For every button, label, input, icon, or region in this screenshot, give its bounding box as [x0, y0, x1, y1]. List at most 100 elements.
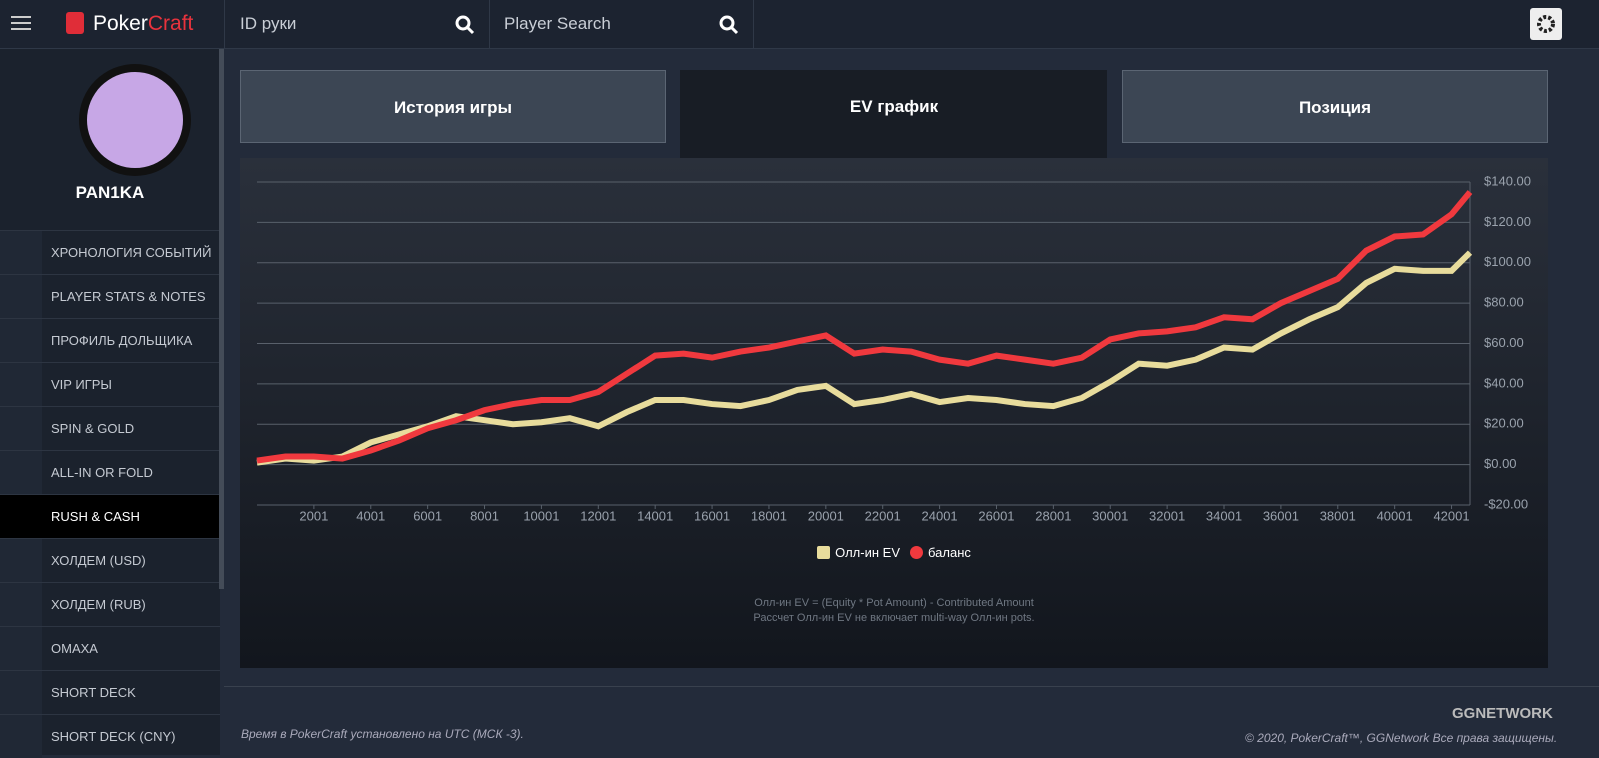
menu-icon: [0, 539, 42, 582]
tab[interactable]: EV график: [849, 97, 939, 116]
menu-label: RUSH & CASH: [51, 509, 140, 524]
chart: -$20.00 $0.00 $20.00 $40.00 $60.00 $80.00 $100…: [256, 173, 1531, 523]
divider: [224, 686, 1599, 687]
menu-item[interactable]: ALL-IN OR FOLD: [0, 450, 220, 494]
menu-item[interactable]: ХОЛДЕМ (USD): [0, 538, 220, 582]
menu-item[interactable]: SPIN & GOLD: [0, 406, 220, 450]
active-tab-bg: [680, 70, 1107, 158]
player-search[interactable]: Player Search: [489, 0, 754, 48]
chart-panel: -$20.00 $0.00 $20.00 $40.00 $60.00 $80.00 $100…: [240, 158, 1548, 668]
legend-swatch: [910, 546, 923, 559]
x-tick-label: 28001: [1035, 508, 1071, 523]
menu-label: ХРОНОЛОГИЯ СОБЫТИЙ: [51, 245, 212, 260]
menu-icon: [0, 671, 42, 714]
top-bar: PokerCraft ID руки Player Search: [0, 0, 1599, 49]
menu-label: SHORT DECK: [51, 685, 136, 700]
logo-text: Poker: [93, 12, 148, 35]
scrollbar: [219, 49, 224, 589]
x-tick-label: 4001: [356, 508, 385, 523]
x-tick-label: 24001: [922, 508, 958, 523]
legend-label[interactable]: баланс: [928, 545, 971, 560]
menu-icon: [0, 451, 42, 494]
tab[interactable]: Позиция: [1122, 70, 1548, 143]
x-tick-label: 18001: [751, 508, 787, 523]
y-tick-label: $100.00: [1484, 254, 1531, 269]
menu-label: ПРОФИЛЬ ДОЛЬЩИКА: [51, 333, 193, 348]
menu-label: VIP ИГРЫ: [51, 377, 112, 392]
menu-button[interactable]: [11, 16, 31, 30]
tab[interactable]: История игры: [240, 70, 666, 143]
menu-icon: [0, 319, 42, 362]
menu-item[interactable]: SHORT DECK (CNY): [0, 714, 220, 758]
x-tick-label: 40001: [1377, 508, 1413, 523]
note: Рассчет Олл-ин EV не включает multi-way …: [753, 612, 1035, 624]
hand-search[interactable]: ID руки: [224, 0, 490, 48]
placeholder: ID руки: [240, 14, 297, 33]
menu-item[interactable]: SHORT DECK: [0, 670, 220, 714]
y-tick-label: $80.00: [1484, 295, 1524, 310]
x-tick-label: 14001: [637, 508, 673, 523]
legend-swatch: [817, 546, 831, 559]
series-line: [256, 250, 1473, 466]
menu-icon: [0, 627, 42, 670]
menu-icon: [0, 583, 42, 626]
notes: Олл-ин EV = (Equity * Pot Amount) - Cont…: [240, 596, 1548, 626]
x-tick-label: 12001: [580, 508, 616, 523]
legend: Олл-ин EV баланс: [240, 545, 1548, 560]
menu-item[interactable]: ХОЛДЕМ (RUB): [0, 582, 220, 626]
username: PAN1KA: [75, 183, 145, 202]
x-tick-label: 2001: [299, 508, 328, 523]
sidebar: PAN1KA ХРОНОЛОГИЯ СОБЫТИЙ PLAYER STATS & …: [0, 49, 224, 758]
x-tick-label: 42001: [1433, 508, 1469, 523]
y-tick-label: $0.00: [1484, 456, 1517, 471]
menu-label: ХОЛДЕМ (USD): [51, 553, 146, 568]
x-tick-label: 10001: [523, 508, 559, 523]
menu-icon: [0, 231, 42, 274]
logo-icon: [66, 12, 84, 34]
menu-item[interactable]: VIP ИГРЫ: [0, 362, 220, 406]
logo: PokerCraft: [93, 12, 193, 36]
settings-button[interactable]: [1530, 8, 1562, 40]
menu-item[interactable]: PLAYER STATS & NOTES: [0, 274, 220, 318]
y-tick-label: $140.00: [1484, 173, 1531, 188]
menu-item[interactable]: OMAXA: [0, 626, 220, 670]
note: Олл-ин EV = (Equity * Pot Amount) - Cont…: [754, 597, 1034, 609]
y-tick-label: -$20.00: [1484, 496, 1528, 511]
x-tick-label: 36001: [1263, 508, 1299, 523]
x-tick-label: 30001: [1092, 508, 1128, 523]
search-icon[interactable]: [719, 15, 739, 35]
menu-label: ХОЛДЕМ (RUB): [51, 597, 146, 612]
y-tick-label: $20.00: [1484, 416, 1524, 431]
x-tick-label: 38001: [1320, 508, 1356, 523]
menu-item[interactable]: ХРОНОЛОГИЯ СОБЫТИЙ: [0, 230, 220, 274]
brand: GGNETWORK: [1452, 705, 1553, 722]
series-line: [256, 190, 1473, 464]
menu-icon: [0, 363, 42, 406]
footer-text: © 2020, PokerCraft™, GGNetwork Все права…: [1245, 731, 1558, 745]
placeholder: Player Search: [504, 14, 611, 33]
menu-icon: [0, 495, 42, 538]
legend-label[interactable]: Олл-ин EV: [835, 545, 900, 560]
y-tick-label: $40.00: [1484, 375, 1524, 390]
search-icon[interactable]: [455, 15, 475, 35]
y-tick-label: $60.00: [1484, 335, 1524, 350]
x-tick-label: 22001: [865, 508, 901, 523]
x-tick-label: 20001: [808, 508, 844, 523]
menu-item[interactable]: RUSH & CASH: [0, 494, 220, 538]
footer-text: Время в PokerCraft установлено на UTC (М…: [241, 727, 524, 741]
x-tick-label: 8001: [470, 508, 499, 523]
menu-icon: [0, 275, 42, 318]
y-tick-label: $120.00: [1484, 214, 1531, 229]
x-tick-label: 32001: [1149, 508, 1185, 523]
x-tick-label: 16001: [694, 508, 730, 523]
avatar: [79, 64, 191, 176]
menu-label: PLAYER STATS & NOTES: [51, 289, 206, 304]
menu-item[interactable]: ПРОФИЛЬ ДОЛЬЩИКА: [0, 318, 220, 362]
menu-label: ALL-IN OR FOLD: [51, 465, 153, 480]
menu-label: OMAXA: [51, 641, 98, 656]
logo-text: Craft: [147, 12, 194, 35]
menu-icon: [0, 407, 42, 450]
menu-label: SHORT DECK (CNY): [51, 729, 176, 744]
x-tick-label: 26001: [978, 508, 1014, 523]
x-tick-label: 34001: [1206, 508, 1242, 523]
